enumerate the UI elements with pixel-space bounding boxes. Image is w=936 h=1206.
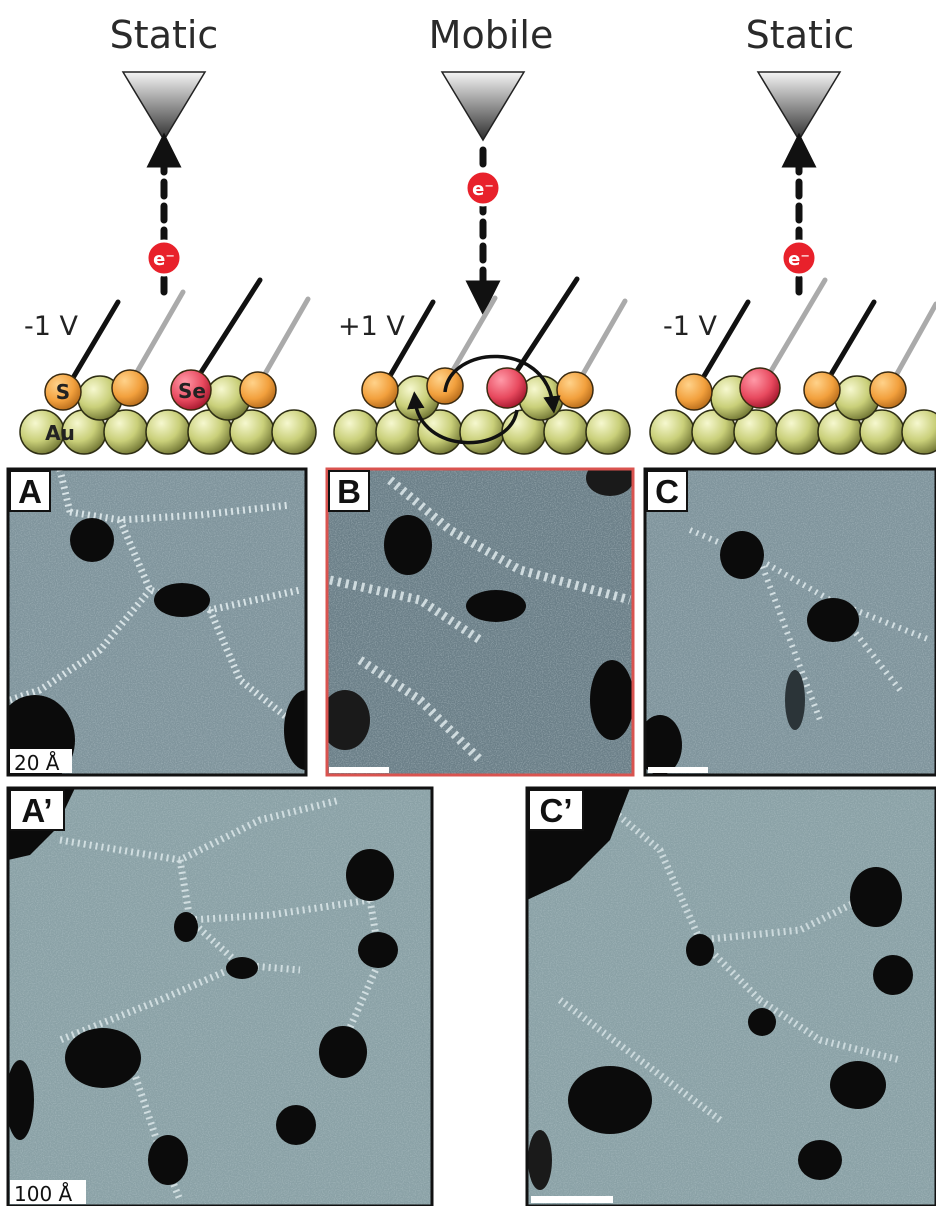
electron-left: e⁻ — [145, 239, 183, 277]
exchange-arrows — [407, 354, 561, 445]
molecule-tails-middle — [380, 276, 628, 391]
sulfur-atom-right-2 — [803, 371, 841, 409]
sulfur-atom-middle-3 — [556, 371, 594, 409]
scale-bar-B — [329, 767, 389, 773]
sulfur-atom-left-2 — [111, 369, 149, 407]
highlight-frame-B — [325, 467, 635, 777]
panel-label-B: B — [337, 473, 361, 510]
label-selenium: Se — [178, 379, 206, 403]
panel-label-C: C — [655, 473, 679, 510]
molecule-tails-right — [694, 277, 936, 391]
voltage-middle: +1 V — [338, 311, 405, 342]
stm-panel-B: B — [325, 467, 635, 777]
selenium-atom-middle — [486, 367, 528, 409]
scale-bar-label-large: 100 Å — [14, 1182, 73, 1206]
headgroups-right — [675, 367, 907, 411]
electron-right: e⁻ — [780, 239, 818, 277]
panel-label-box-C-prime — [528, 789, 584, 831]
header-right-static: Static — [746, 13, 855, 57]
scale-bar-C — [648, 767, 708, 773]
stm-panel-A-prime: A’ 100 Å — [6, 786, 434, 1206]
scale-bar-label-small: 20 Å — [14, 751, 60, 775]
panel-label-box-A-prime — [9, 789, 65, 831]
panel-label-C-prime: C’ — [540, 792, 573, 829]
stm-tip-left — [121, 71, 207, 142]
panel-label-box-B — [328, 470, 370, 512]
scale-bar-box-large — [10, 1180, 86, 1204]
sulfur-atom-middle-1 — [361, 371, 399, 409]
sulfur-atom-right-3 — [869, 371, 907, 409]
electron-middle: e⁻ — [464, 169, 502, 207]
stm-panel-C-prime: C’ — [525, 786, 936, 1206]
stm-panel-A: A 20 Å — [6, 467, 308, 777]
voltage-right: -1 V — [663, 311, 718, 342]
headgroups-left — [44, 369, 277, 411]
stm-tip-middle — [440, 71, 526, 142]
electron-label-left: e⁻ — [153, 249, 175, 270]
panel-label-box-C — [646, 470, 688, 512]
panel-label-box-A — [9, 470, 51, 512]
scale-bar-box-small — [10, 749, 72, 773]
sulfur-atom-left-3 — [239, 371, 277, 409]
scale-bar-C-prime — [531, 1196, 613, 1203]
selenium-atom-right — [739, 367, 781, 409]
label-gold: Au — [45, 421, 75, 445]
sulfur-atom-right-1 — [675, 373, 713, 411]
molecule-tails-left — [64, 277, 311, 391]
electron-label-right: e⁻ — [788, 249, 810, 270]
header-left-static: Static — [110, 13, 219, 57]
gold-surface-left — [19, 375, 317, 455]
label-sulfur: S — [56, 380, 70, 404]
stm-panel-C: C — [643, 467, 936, 777]
electron-label-middle: e⁻ — [472, 179, 494, 200]
panel-label-A-prime: A’ — [21, 792, 52, 829]
headgroups-middle — [361, 367, 594, 409]
selenium-atom-left — [170, 369, 212, 411]
gold-surface-right — [649, 375, 936, 455]
stm-tip-right — [756, 71, 842, 142]
sulfur-atom-left-1 — [44, 373, 82, 411]
header-middle-mobile: Mobile — [429, 13, 554, 57]
voltage-left: -1 V — [24, 311, 79, 342]
panel-label-A: A — [18, 473, 42, 510]
